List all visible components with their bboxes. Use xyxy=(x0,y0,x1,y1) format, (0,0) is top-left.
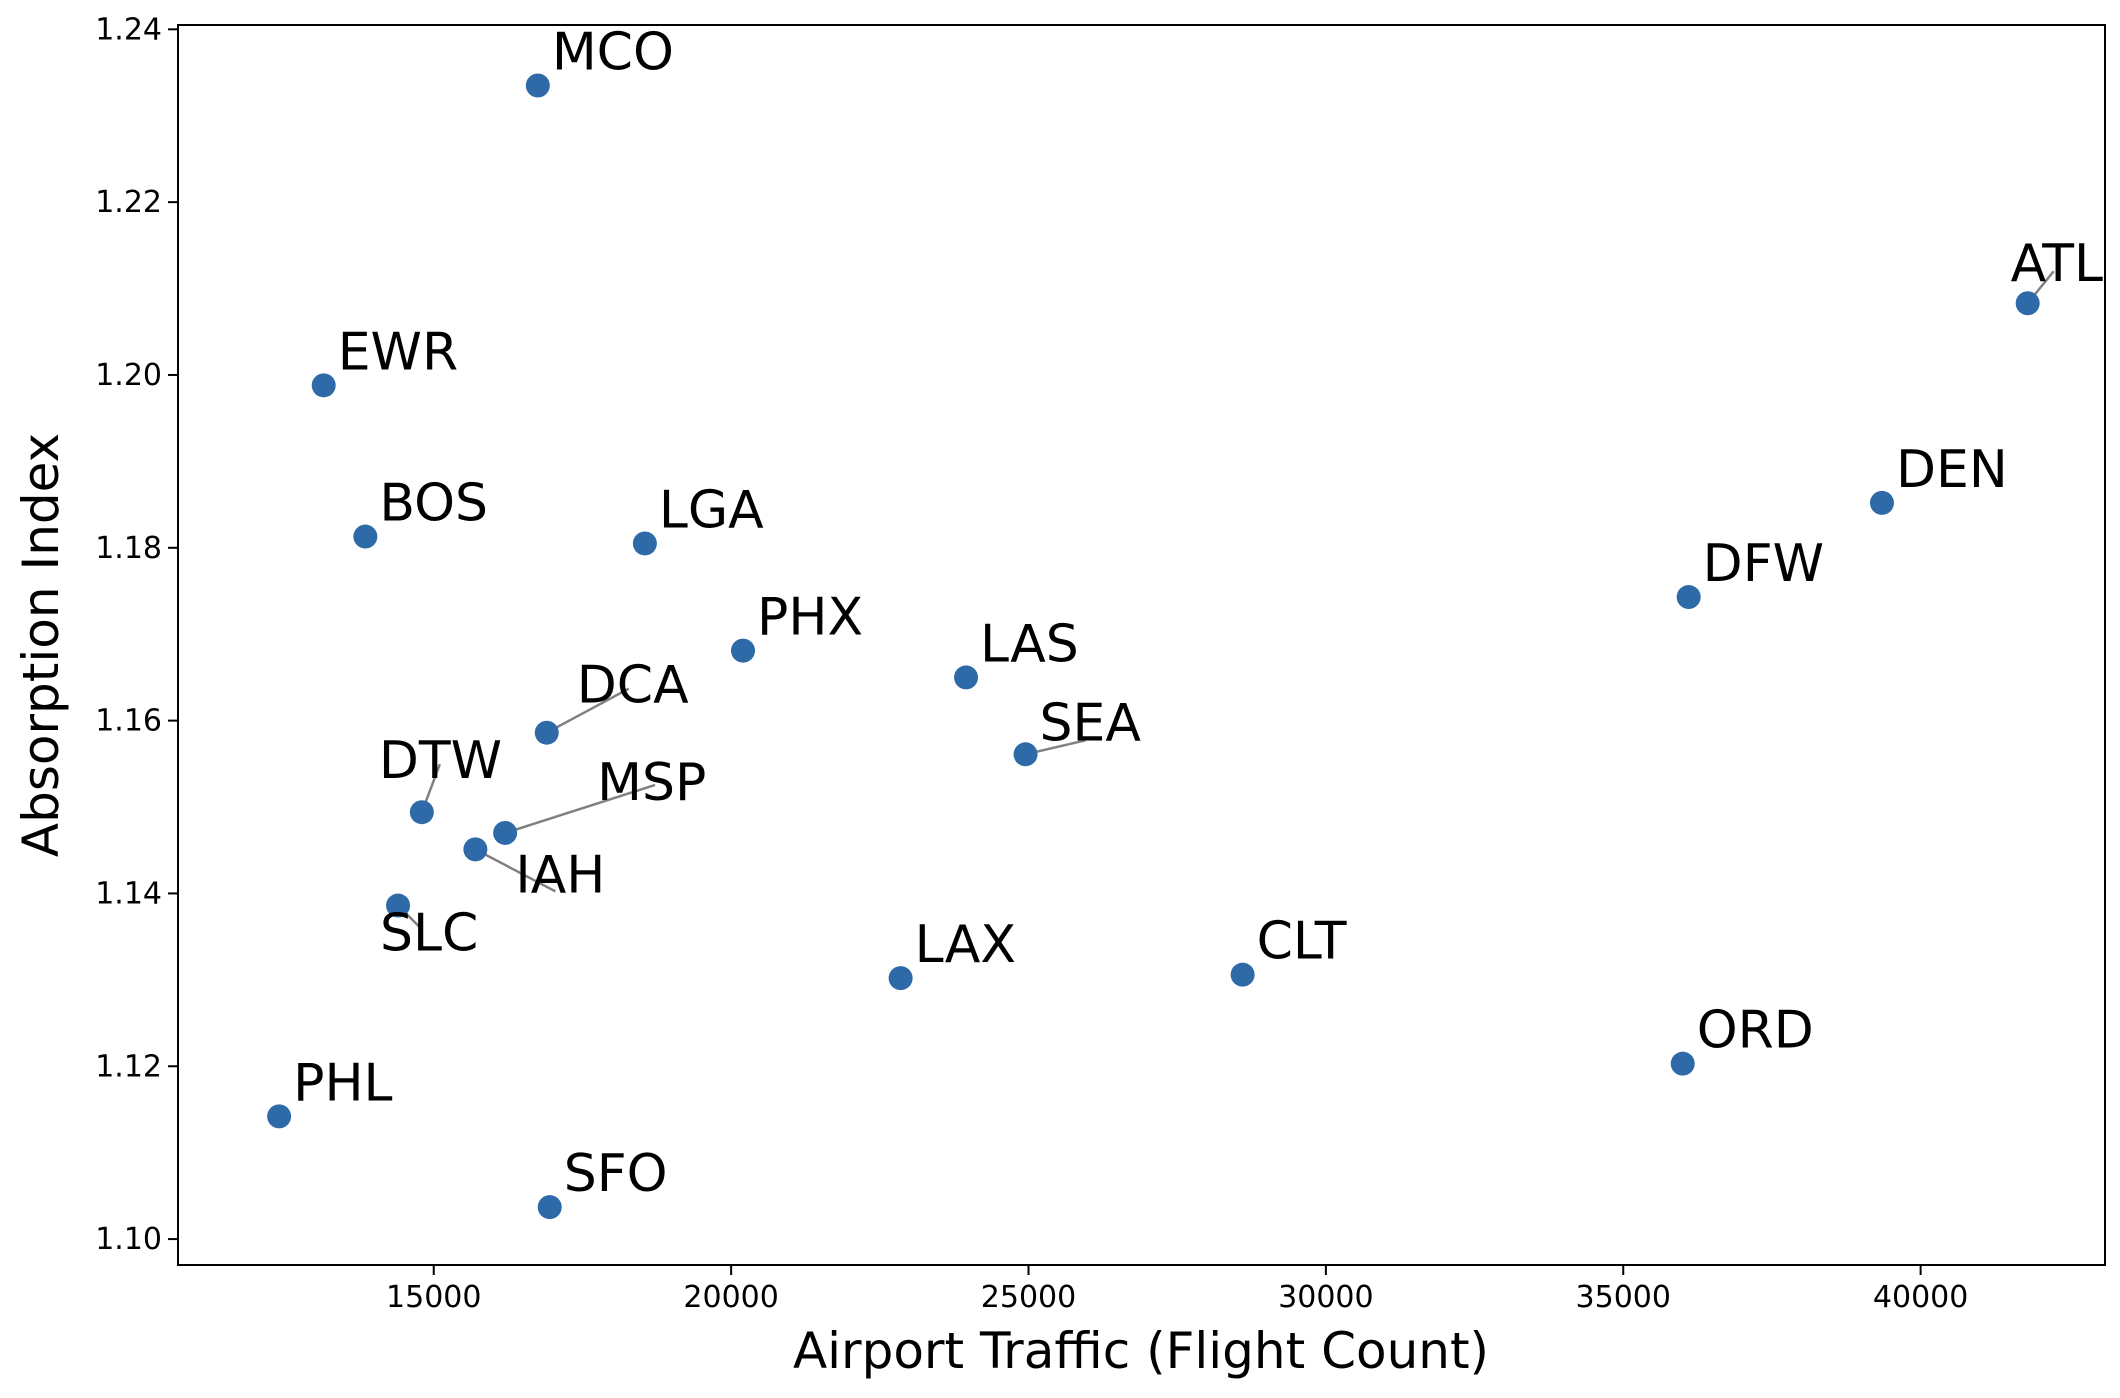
point-label-slc: SLC xyxy=(380,904,478,964)
y-tick-label: 1.24 xyxy=(95,12,162,47)
x-tick-label: 35000 xyxy=(1576,1280,1671,1315)
y-tick-label: 1.22 xyxy=(95,185,162,220)
data-point-bos xyxy=(353,524,378,549)
point-label-sfo: SFO xyxy=(564,1144,668,1204)
data-point-sea xyxy=(1013,742,1038,767)
y-axis-label: Absorption Index xyxy=(12,433,70,857)
data-point-phx xyxy=(731,638,756,663)
data-point-dfw xyxy=(1676,585,1701,610)
data-point-atl xyxy=(2015,291,2040,316)
point-label-msp: MSP xyxy=(597,753,706,813)
point-label-ord: ORD xyxy=(1697,1001,1814,1061)
x-tick-label: 25000 xyxy=(981,1280,1076,1315)
data-point-msp xyxy=(493,820,518,845)
data-point-lax xyxy=(888,966,913,991)
point-label-ewr: EWR xyxy=(338,322,458,382)
data-point-las xyxy=(954,665,979,690)
data-point-den xyxy=(1869,490,1894,515)
data-point-clt xyxy=(1230,962,1255,987)
y-tick-label: 1.18 xyxy=(95,531,162,566)
x-axis-label: Airport Traffic (Flight Count) xyxy=(793,1322,1489,1380)
y-tick-label: 1.16 xyxy=(95,704,162,739)
point-label-bos: BOS xyxy=(379,474,488,534)
data-point-lga xyxy=(632,531,657,556)
data-point-iah xyxy=(463,837,488,862)
x-tick-label: 30000 xyxy=(1278,1280,1373,1315)
y-tick-label: 1.20 xyxy=(95,358,162,393)
x-tick-label: 40000 xyxy=(1873,1280,1968,1315)
data-point-phl xyxy=(267,1104,292,1129)
point-label-iah: IAH xyxy=(515,845,605,905)
leader-line xyxy=(504,783,656,835)
data-point-slc xyxy=(386,893,411,918)
plot-area xyxy=(177,24,2106,1266)
point-label-dca: DCA xyxy=(577,656,689,716)
point-label-phl: PHL xyxy=(293,1053,392,1113)
x-tick-label: 20000 xyxy=(683,1280,778,1315)
point-labels: MCO ATL EWR DEN BOS LGA DFW PHX LAS DCA SEA DTW MSP I… xyxy=(293,22,2103,1204)
y-tick-label: 1.12 xyxy=(95,1049,162,1084)
data-point-dca xyxy=(534,720,559,745)
y-axis-ticks: 1.10 1.12 1.14 1.16 1.18 1.20 1.22 1.24 xyxy=(95,12,178,1257)
point-label-sea: SEA xyxy=(1040,693,1142,753)
point-label-dtw: DTW xyxy=(379,731,502,791)
data-point-sfo xyxy=(537,1195,562,1220)
y-tick-label: 1.14 xyxy=(95,876,162,911)
data-point-ord xyxy=(1670,1051,1695,1076)
x-axis-ticks: 15000 20000 25000 30000 35000 40000 xyxy=(386,1265,1968,1315)
point-label-dfw: DFW xyxy=(1703,534,1824,594)
point-label-las: LAS xyxy=(980,614,1079,674)
data-point-dtw xyxy=(409,800,434,825)
point-label-mco: MCO xyxy=(552,22,674,82)
data-point-ewr xyxy=(311,373,336,398)
x-tick-label: 15000 xyxy=(386,1280,481,1315)
point-label-clt: CLT xyxy=(1257,912,1347,972)
point-label-den: DEN xyxy=(1896,440,2008,500)
point-label-lga: LGA xyxy=(659,480,764,540)
data-points xyxy=(267,73,2040,1220)
point-label-phx: PHX xyxy=(757,588,863,648)
point-label-atl: ATL xyxy=(2011,234,2103,294)
point-label-lax: LAX xyxy=(915,915,1016,975)
data-point-mco xyxy=(525,73,550,98)
y-tick-label: 1.10 xyxy=(95,1222,162,1257)
leader-line xyxy=(546,687,630,734)
leader-line xyxy=(474,848,556,893)
